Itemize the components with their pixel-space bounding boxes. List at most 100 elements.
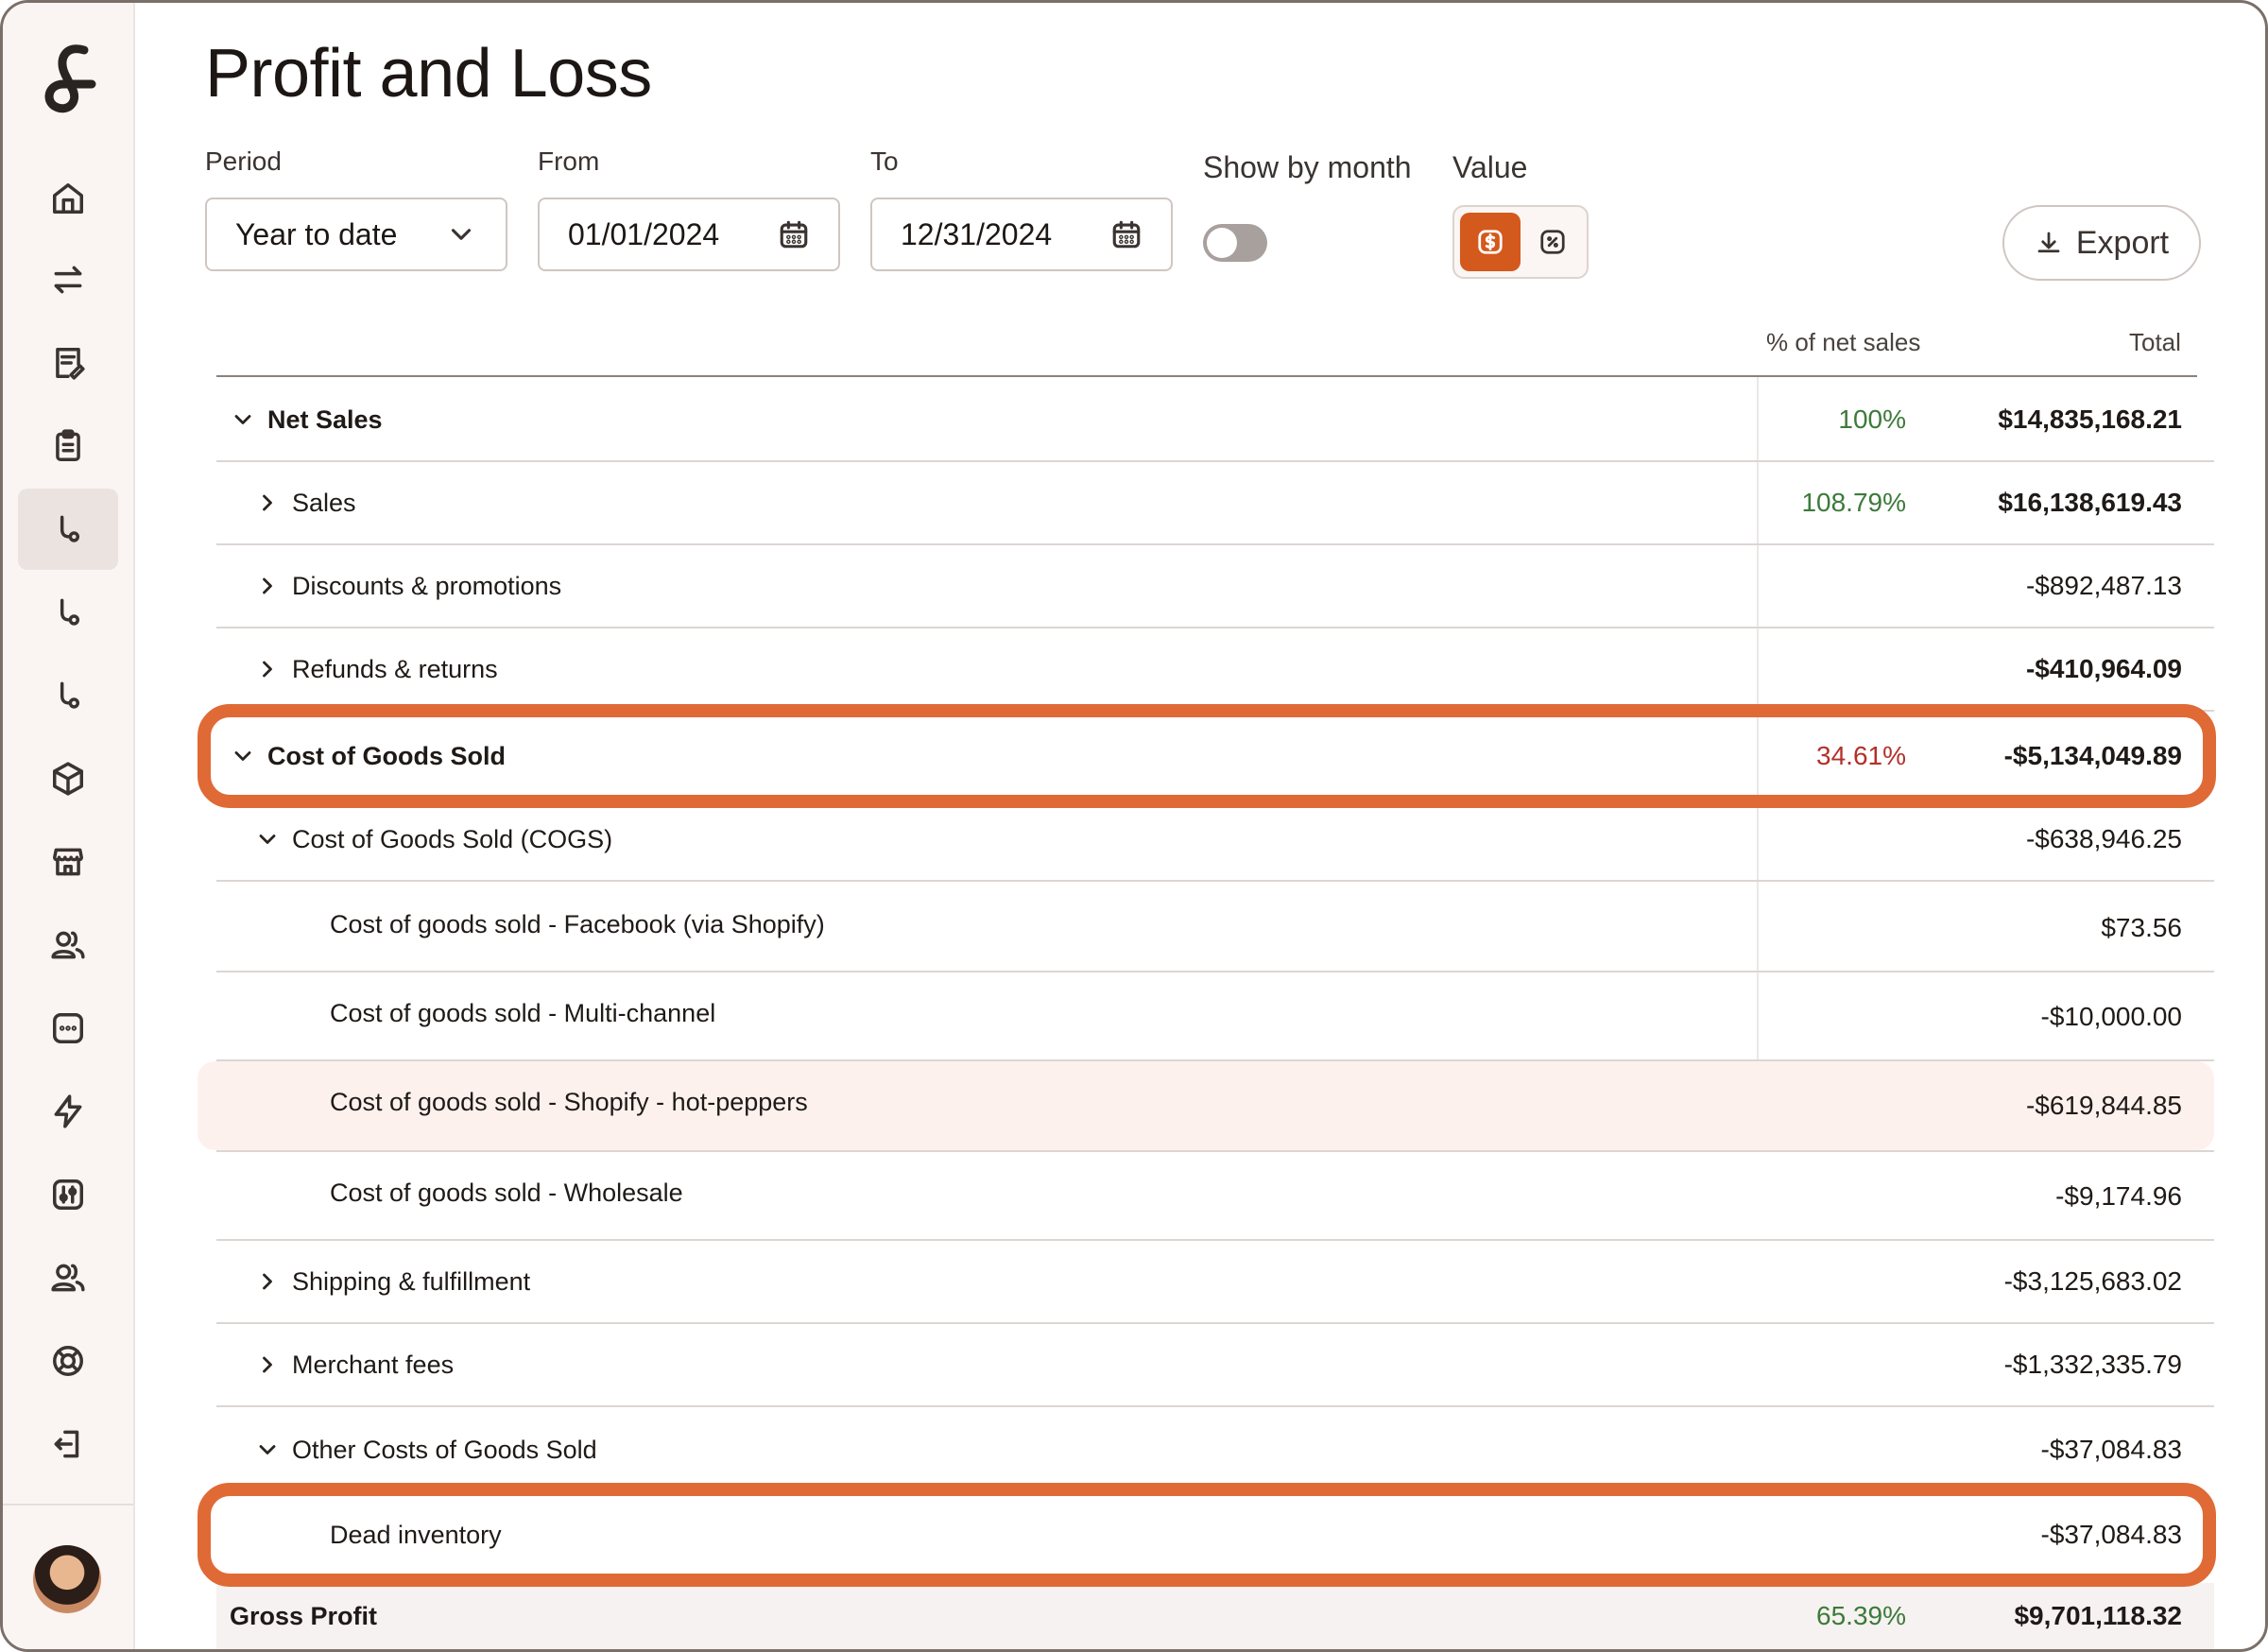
row-divider: [216, 1405, 2214, 1407]
table-row-cogs-sub[interactable]: Cost of Goods Sold (COGS) -$638,946.25: [216, 799, 2214, 882]
table-row-refunds[interactable]: Refunds & returns -$410,964.09: [216, 628, 2214, 712]
row-label: Sales: [292, 488, 356, 517]
nav-logout[interactable]: [18, 1403, 118, 1485]
row-label: Net Sales: [267, 404, 383, 434]
branch-icon: [60, 515, 80, 542]
nav-help[interactable]: [18, 1320, 118, 1402]
nav-customers[interactable]: [18, 904, 118, 986]
row-total: -$638,946.25: [2025, 824, 2182, 853]
row-label: Cost of goods sold - Wholesale: [330, 1178, 683, 1207]
export-label: Export: [2075, 224, 2170, 261]
row-label: Cost of Goods Sold (COGS): [292, 824, 613, 853]
chevron-right-icon[interactable]: [254, 573, 281, 599]
nav-automations[interactable]: [18, 1071, 118, 1152]
nav-settings[interactable]: [18, 1154, 118, 1235]
nav-accounting-sub-1[interactable]: [18, 572, 118, 653]
row-total: -$10,000.00: [2040, 1002, 2182, 1031]
show-by-month-toggle[interactable]: [1203, 224, 1267, 262]
row-total: $14,835,168.21: [1998, 404, 2182, 434]
row-divider: [216, 1059, 2214, 1061]
row-total: -$5,134,049.89: [2003, 741, 2182, 770]
period-label: Period: [205, 146, 282, 176]
row-total: -$1,332,335.79: [2003, 1350, 2182, 1379]
table-row-discounts[interactable]: Discounts & promotions -$892,487.13: [216, 545, 2214, 628]
table-row-other-cogs[interactable]: Other Costs of Goods Sold -$37,084.83: [216, 1409, 2214, 1492]
nav-reports[interactable]: [18, 405, 118, 487]
toggle-knob: [1207, 228, 1237, 258]
from-label: From: [538, 146, 600, 176]
nav-accounting-sub-2[interactable]: [18, 655, 118, 736]
table-row-sales[interactable]: Sales 108.79% $16,138,619.43: [216, 462, 2214, 545]
calendar-icon[interactable]: [1110, 218, 1143, 250]
to-date-value: 12/31/2024: [901, 216, 1053, 251]
table-row-cogs-multichannel[interactable]: Cost of goods sold - Multi-channel -$10,…: [216, 972, 2214, 1061]
chevron-down-icon[interactable]: [230, 743, 256, 769]
brand-logo[interactable]: [37, 37, 105, 122]
row-label: Merchant fees: [292, 1350, 455, 1379]
users-icon: [51, 1264, 85, 1292]
nav-messages[interactable]: [18, 988, 118, 1069]
table-row-merchant-fees[interactable]: Merchant fees -$1,332,335.79: [216, 1324, 2214, 1407]
period-select[interactable]: Year to date: [205, 198, 507, 271]
download-icon: [2037, 232, 2060, 253]
row-label: Cost of goods sold - Multi-channel: [330, 998, 716, 1027]
row-divider: [216, 543, 2214, 545]
dollar-mode-button[interactable]: [1460, 213, 1521, 271]
from-date-field[interactable]: 01/01/2024: [538, 198, 840, 271]
row-total: $73.56: [2101, 913, 2182, 942]
row-total: -$37,084.83: [2040, 1435, 2182, 1464]
chevron-down-icon[interactable]: [230, 406, 256, 433]
nav-invoices[interactable]: [18, 322, 118, 404]
row-divider: [216, 627, 2214, 628]
bolt-icon: [54, 1094, 82, 1128]
nav-team[interactable]: [18, 1237, 118, 1318]
chat-icon: [53, 1013, 83, 1043]
chevron-right-icon[interactable]: [254, 656, 281, 682]
branch-icon: [60, 681, 80, 709]
chevron-right-icon[interactable]: [254, 490, 281, 516]
home-icon: [53, 183, 83, 214]
table-row-net-sales[interactable]: Net Sales 100% $14,835,168.21: [216, 379, 2214, 462]
nav-home[interactable]: [18, 158, 118, 239]
nav-accounting[interactable]: [18, 489, 118, 570]
table-row-cogs-shopify[interactable]: Cost of goods sold - Shopify - hot-peppe…: [198, 1061, 2214, 1150]
chevron-down-icon[interactable]: [254, 826, 281, 852]
chevron-right-icon[interactable]: [254, 1268, 281, 1295]
invoice-icon: [56, 348, 85, 380]
from-date-value: 01/01/2024: [568, 216, 720, 251]
row-divider: [216, 1239, 2214, 1241]
row-total: -$410,964.09: [2025, 654, 2182, 683]
calendar-icon[interactable]: [778, 218, 810, 250]
row-divider: [216, 460, 2214, 462]
nav-store[interactable]: [18, 821, 118, 903]
avatar[interactable]: [33, 1545, 101, 1613]
export-button[interactable]: Export: [2002, 205, 2201, 281]
table-row-cogs-facebook[interactable]: Cost of goods sold - Facebook (via Shopi…: [216, 884, 2214, 972]
period-value: Year to date: [235, 216, 398, 251]
nav-inventory[interactable]: [18, 738, 118, 819]
percent-mode-button[interactable]: [1522, 213, 1583, 271]
highlight-callout-dead-inventory: [198, 1483, 2216, 1587]
nav-transfers[interactable]: [18, 239, 118, 320]
to-label: To: [870, 146, 899, 176]
row-total: -$619,844.85: [2025, 1091, 2182, 1120]
row-pct: 108.79%: [1801, 488, 1906, 517]
value-label: Value: [1452, 150, 1528, 184]
to-date-field[interactable]: 12/31/2024: [870, 198, 1173, 271]
table-row-dead-inventory[interactable]: Dead inventory -$37,084.83: [216, 1494, 2214, 1577]
sidebar: [3, 3, 135, 1649]
table-row-cogs[interactable]: Cost of Goods Sold 34.61% -$5,134,049.89: [216, 715, 2214, 799]
dollar-icon: [1478, 230, 1503, 254]
table-header-divider: [216, 375, 2197, 377]
lifebuoy-icon: [53, 1346, 83, 1376]
chevron-down-icon[interactable]: [254, 1437, 281, 1463]
table-row-shipping[interactable]: Shipping & fulfillment -$3,125,683.02: [216, 1241, 2214, 1324]
col-header-total: Total: [2129, 328, 2181, 356]
row-pct: 65.39%: [1816, 1601, 1906, 1630]
store-icon: [53, 848, 83, 876]
table-row-cogs-wholesale[interactable]: Cost of goods sold - Wholesale -$9,174.9…: [216, 1152, 2214, 1241]
row-total: -$37,084.83: [2040, 1520, 2182, 1549]
table-row-gross-profit[interactable]: Gross Profit 65.39% $9,701,118.32: [216, 1583, 2214, 1649]
chevron-right-icon[interactable]: [254, 1351, 281, 1378]
